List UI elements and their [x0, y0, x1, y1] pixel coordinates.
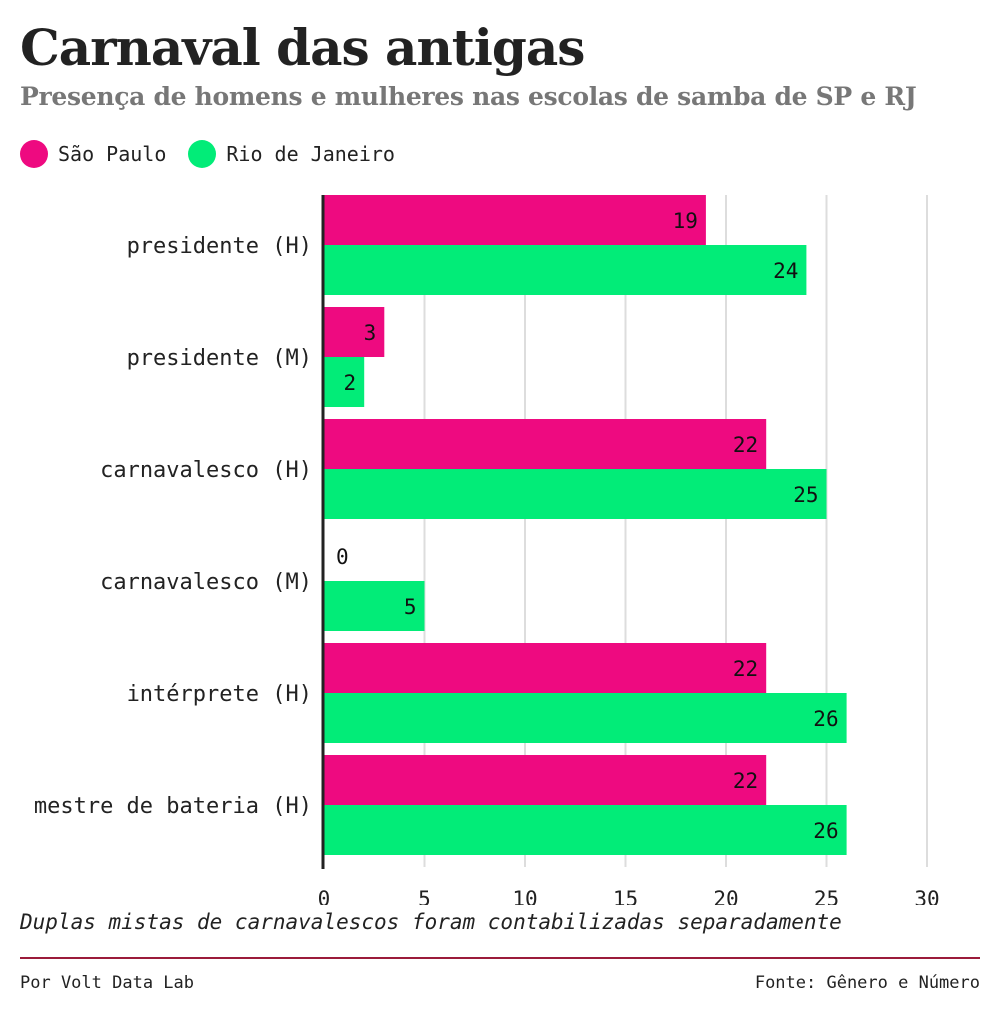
chart-note: Duplas mistas de carnavalescos foram con…: [20, 910, 842, 934]
legend-item-rio-de-janeiro: Rio de Janeiro: [188, 140, 395, 168]
x-tick-label: 15: [613, 887, 638, 905]
legend: São Paulo Rio de Janeiro: [20, 140, 417, 168]
data-label: 3: [364, 321, 377, 345]
source-text: Fonte: Gênero e Número: [754, 973, 980, 993]
x-tick-label: 30: [914, 887, 939, 905]
x-tick-label: 25: [814, 887, 839, 905]
legend-label-rio-de-janeiro: Rio de Janeiro: [226, 142, 395, 166]
data-label: 5: [404, 595, 417, 619]
bar-chart: 19 24 presidente (H) 3 2 presidente (M) 22 25 ca…: [34, 195, 940, 905]
data-label: 24: [773, 259, 798, 283]
category-label-carnavalesco-h: carnavalesco (H): [100, 458, 312, 483]
data-label: 19: [673, 209, 698, 233]
data-label: 0: [336, 545, 349, 569]
chart-subtitle: Presença de homens e mulheres nas escola…: [20, 82, 917, 111]
legend-item-sao-paulo: São Paulo: [20, 140, 166, 168]
x-tick-label: 5: [418, 887, 431, 905]
footer-divider: [20, 957, 980, 959]
x-tick-label: 0: [318, 887, 331, 905]
bar-rio-de-janeiro-carnavalesco-h: [324, 469, 827, 519]
bar-sao-paulo-presidente-h: [324, 195, 706, 245]
bar-rio-de-janeiro-presidente-m: [324, 357, 365, 407]
bar-sao-paulo-presidente-m: [324, 307, 385, 357]
data-label: 25: [793, 483, 818, 507]
bar-sao-paulo-carnavalesco-h: [324, 419, 767, 469]
bar-rio-de-janeiro-interprete-h: [324, 693, 847, 743]
bar-rio-de-janeiro-presidente-h: [324, 245, 807, 295]
bar-rio-de-janeiro-carnavalesco-m: [324, 581, 425, 631]
data-label: 22: [733, 433, 758, 457]
category-label-mestre-de-bateria-h: mestre de bateria (H): [34, 794, 312, 819]
bar-sao-paulo-interprete-h: [324, 643, 767, 693]
category-label-presidente-m: presidente (M): [127, 346, 312, 371]
legend-swatch-sao-paulo: [20, 140, 48, 168]
data-label: 26: [813, 819, 838, 843]
bar-rio-de-janeiro-mestre-de-bateria-h: [324, 805, 847, 855]
category-label-presidente-h: presidente (H): [127, 234, 312, 259]
credit-text: Por Volt Data Lab: [20, 973, 194, 993]
data-label: 2: [344, 371, 357, 395]
x-tick-label: 10: [512, 887, 537, 905]
legend-label-sao-paulo: São Paulo: [58, 142, 167, 166]
category-label-carnavalesco-m: carnavalesco (M): [100, 570, 312, 595]
x-tick-label: 20: [713, 887, 738, 905]
data-label: 22: [733, 769, 758, 793]
category-label-interprete-h: intérprete (H): [127, 682, 312, 707]
bar-sao-paulo-mestre-de-bateria-h: [324, 755, 767, 805]
data-label: 26: [813, 707, 838, 731]
legend-swatch-rio-de-janeiro: [188, 140, 217, 168]
data-label: 22: [733, 657, 758, 681]
chart-title: Carnaval das antigas: [20, 18, 585, 77]
